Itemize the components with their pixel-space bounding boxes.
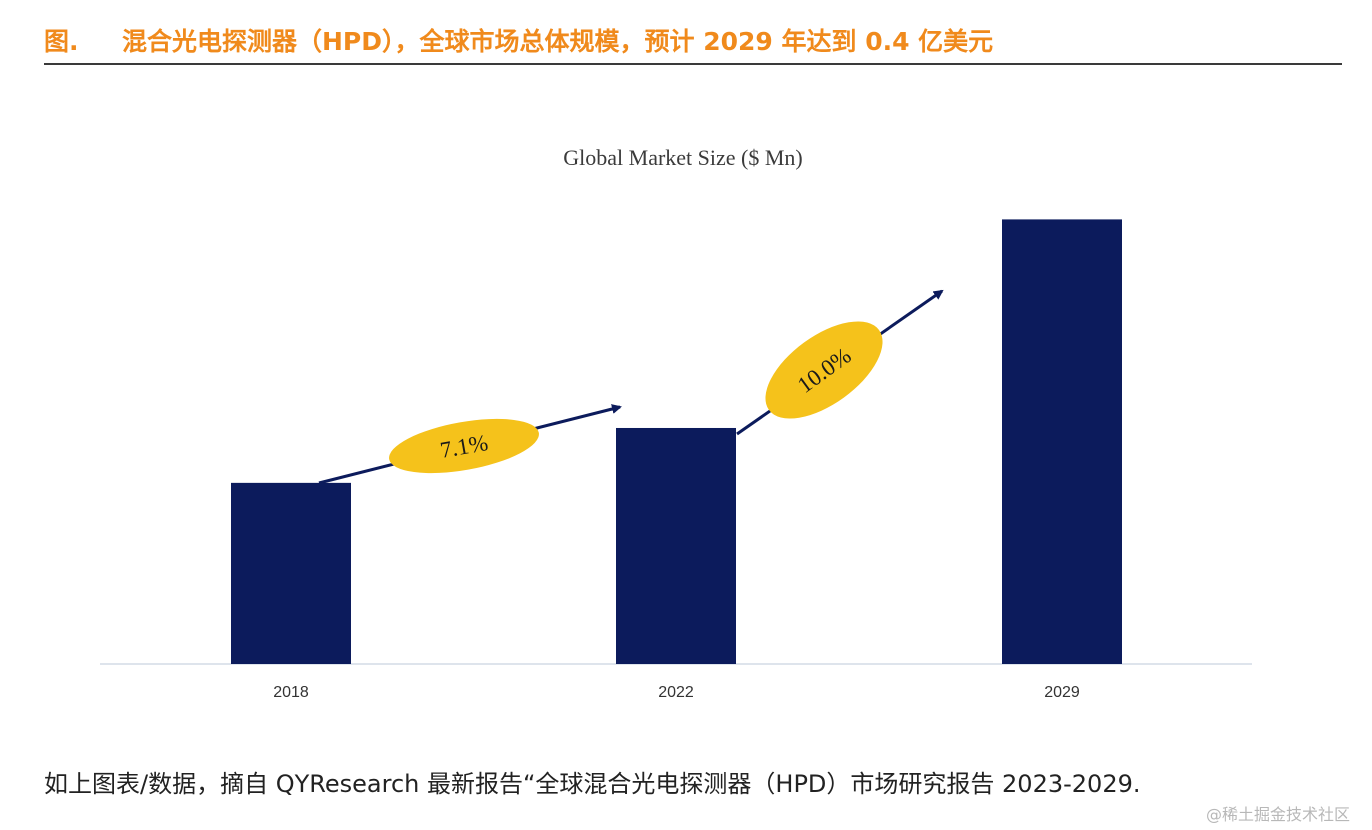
growth-badge-shape-2 — [765, 321, 883, 419]
bar-2022 — [616, 427, 736, 664]
x-tick-label-2029: 2029 — [1044, 684, 1080, 701]
growth-badge-2: 10.0% — [765, 321, 883, 419]
header-divider — [44, 63, 1342, 65]
watermark: @稀土掘金技术社区 — [1206, 805, 1351, 824]
figure-label: 图. — [44, 27, 79, 56]
growth-badge-1: 7.1% — [389, 418, 539, 474]
bar-2029 — [1002, 219, 1122, 664]
caption-text: 如上图表/数据，摘自 QYResearch 最新报告“全球混合光电探测器（HPD… — [44, 770, 1141, 798]
figure-header: 图. 混合光电探测器（HPD），全球市场总体规模，预计 2029 年达到 0.4 … — [44, 22, 1344, 62]
bar-2018 — [231, 482, 351, 664]
figure-title: 混合光电探测器（HPD），全球市场总体规模，预计 2029 年达到 0.4 亿美… — [122, 27, 994, 56]
x-tick-label-2022: 2022 — [658, 684, 694, 701]
x-tick-label-2018: 2018 — [273, 684, 309, 701]
growth-badge-shape-1 — [389, 418, 539, 474]
chart-title: Global Market Size ($ Mn) — [563, 145, 803, 170]
